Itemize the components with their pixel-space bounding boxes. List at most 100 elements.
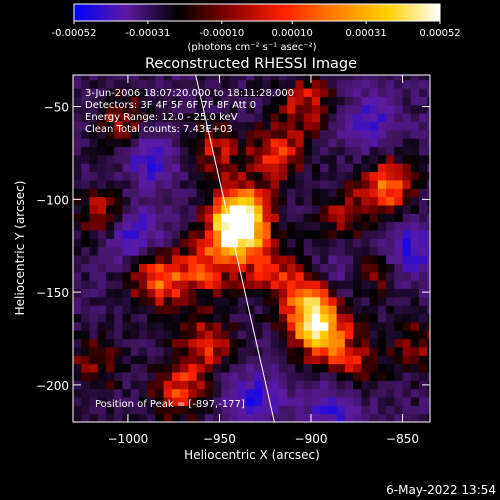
heatmap-pixel xyxy=(410,313,420,323)
heatmap-pixel xyxy=(336,338,346,348)
heatmap-pixel xyxy=(122,87,132,97)
heatmap-pixel xyxy=(221,96,231,106)
heatmap-pixel xyxy=(221,288,231,298)
heatmap-pixel xyxy=(122,346,132,356)
heatmap-pixel xyxy=(270,129,280,139)
heatmap-pixel xyxy=(122,146,132,156)
heatmap-pixel xyxy=(138,271,148,281)
heatmap-pixel xyxy=(221,171,231,181)
heatmap-pixel xyxy=(114,371,124,381)
heatmap-pixel xyxy=(402,271,412,281)
heatmap-pixel xyxy=(311,380,321,390)
heatmap-pixel xyxy=(369,238,379,248)
heatmap-pixel xyxy=(229,405,239,415)
heatmap-pixel xyxy=(254,413,264,422)
heatmap-pixel xyxy=(229,213,239,223)
heatmap-pixel xyxy=(353,196,362,206)
heatmap-pixel xyxy=(155,271,165,281)
heatmap-pixel xyxy=(270,355,280,365)
heatmap-pixel xyxy=(81,204,91,214)
heatmap-pixel xyxy=(229,371,239,381)
heatmap-pixel xyxy=(180,213,189,223)
heatmap-pixel xyxy=(188,346,198,356)
heatmap-pixel xyxy=(229,188,239,198)
heatmap-pixel xyxy=(303,196,313,206)
heatmap-pixel xyxy=(303,129,313,139)
heatmap-pixel xyxy=(221,254,231,264)
heatmap-pixel xyxy=(344,113,354,122)
heatmap-pixel xyxy=(419,371,428,381)
heatmap-pixel xyxy=(361,363,371,373)
heatmap-pixel xyxy=(246,96,255,106)
heatmap-pixel xyxy=(81,413,91,422)
heatmap-pixel xyxy=(427,171,430,181)
heatmap-pixel xyxy=(114,330,124,340)
heatmap-pixel xyxy=(97,213,107,223)
heatmap-pixel xyxy=(410,413,420,422)
heatmap-pixel xyxy=(320,75,329,81)
heatmap-pixel xyxy=(97,154,107,164)
heatmap-pixel xyxy=(254,288,264,298)
heatmap-pixel xyxy=(89,263,99,273)
heatmap-pixel xyxy=(105,413,115,422)
heatmap-pixel xyxy=(419,113,428,122)
heatmap-pixel xyxy=(394,163,404,173)
heatmap-pixel xyxy=(270,188,280,198)
heatmap-pixel xyxy=(303,238,313,248)
heatmap-pixel xyxy=(246,346,255,356)
heatmap-pixel xyxy=(196,371,206,381)
heatmap-pixel xyxy=(311,321,321,331)
heatmap-pixel xyxy=(386,246,395,256)
heatmap-pixel xyxy=(81,171,91,181)
heatmap-pixel xyxy=(237,75,247,81)
heatmap-pixel xyxy=(336,163,346,173)
heatmap-pixel xyxy=(171,380,181,390)
heatmap-pixel xyxy=(344,263,354,273)
heatmap-pixel xyxy=(287,79,297,89)
heatmap-pixel xyxy=(138,288,148,298)
heatmap-pixel xyxy=(344,296,354,306)
heatmap-pixel xyxy=(320,79,329,89)
heatmap-pixel xyxy=(394,204,404,214)
heatmap-pixel xyxy=(303,146,313,156)
heatmap-pixel xyxy=(163,104,173,114)
heatmap-pixel xyxy=(122,196,132,206)
heatmap-pixel xyxy=(180,179,189,189)
heatmap-pixel xyxy=(427,405,430,415)
heatmap-pixel xyxy=(138,179,148,189)
heatmap-pixel xyxy=(270,305,280,315)
heatmap-pixel xyxy=(221,79,231,89)
heatmap-pixel xyxy=(328,188,338,198)
heatmap-pixel xyxy=(81,388,91,398)
heatmap-pixel xyxy=(410,96,420,106)
heatmap-pixel xyxy=(213,238,222,248)
heatmap-pixel xyxy=(353,179,362,189)
heatmap-pixel xyxy=(336,346,346,356)
heatmap-pixel xyxy=(81,271,91,281)
heatmap-pixel xyxy=(237,254,247,264)
heatmap-pixel xyxy=(386,371,395,381)
heatmap-pixel xyxy=(147,396,156,406)
heatmap-pixel xyxy=(81,296,91,306)
heatmap-pixel xyxy=(344,188,354,198)
heatmap-pixel xyxy=(427,146,430,156)
heatmap-pixel xyxy=(254,254,264,264)
heatmap-pixel xyxy=(155,129,165,139)
heatmap-pixel xyxy=(138,196,148,206)
heatmap-pixel xyxy=(369,254,379,264)
heatmap-pixel xyxy=(171,146,181,156)
heatmap-pixel xyxy=(344,179,354,189)
heatmap-pixel xyxy=(377,104,387,114)
heatmap-pixel xyxy=(287,213,297,223)
heatmap-pixel xyxy=(287,346,297,356)
heatmap-pixel xyxy=(246,363,255,373)
heatmap-pixel xyxy=(73,146,82,156)
heatmap-pixel xyxy=(353,371,362,381)
heatmap-pixel xyxy=(180,113,189,122)
heatmap-pixel xyxy=(303,280,313,289)
heatmap-pixel xyxy=(295,179,305,189)
heatmap-pixel xyxy=(262,79,272,89)
heatmap-pixel xyxy=(419,188,428,198)
heatmap-pixel xyxy=(73,288,82,298)
heatmap-pixel xyxy=(147,221,156,231)
